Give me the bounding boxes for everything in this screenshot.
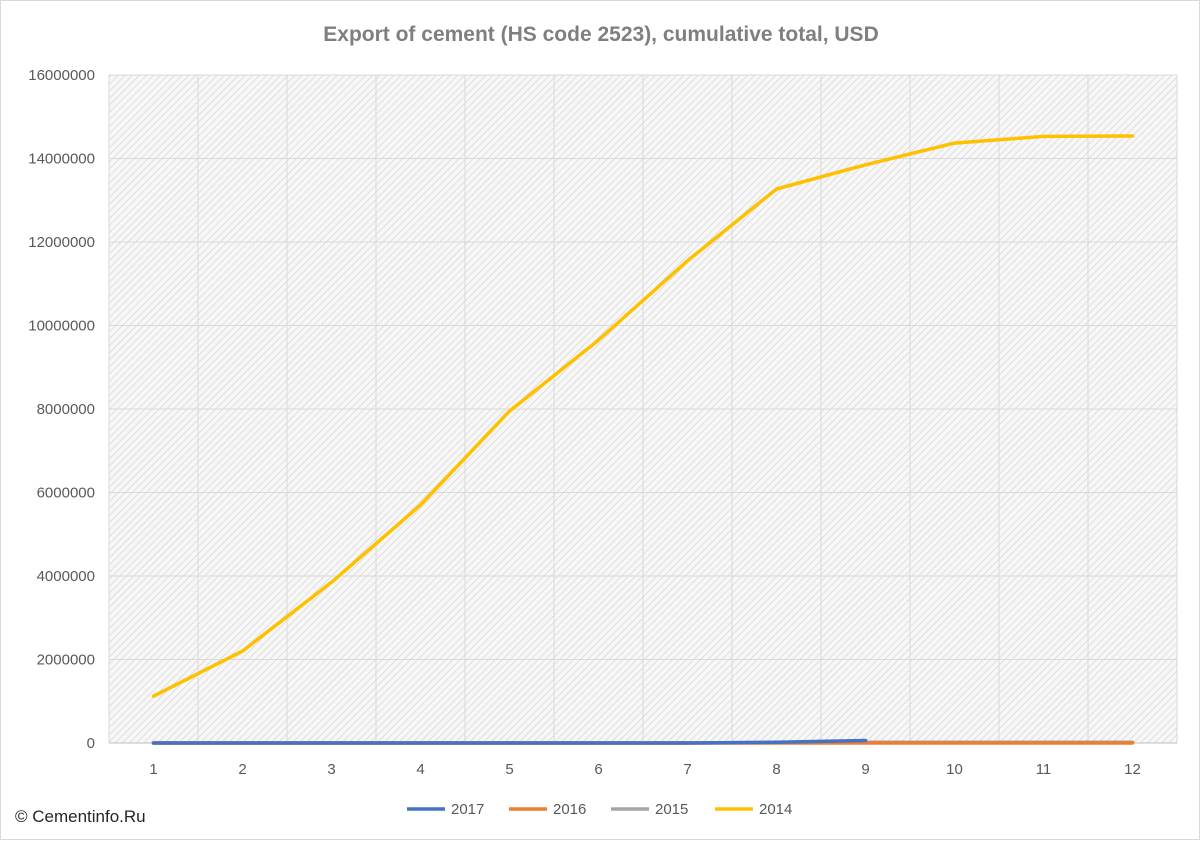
copyright-notice: © Cementinfo.Ru bbox=[15, 807, 146, 826]
legend-item-2017: 2017 bbox=[407, 801, 484, 818]
y-tick-label: 0 bbox=[87, 735, 95, 752]
series-lines bbox=[151, 134, 1135, 745]
legend-item-2015: 2015 bbox=[611, 801, 688, 818]
x-tick-label: 1 bbox=[149, 761, 157, 778]
x-tick-label: 8 bbox=[772, 761, 780, 778]
y-tick-label: 14000000 bbox=[28, 151, 95, 168]
legend-label: 2016 bbox=[553, 801, 586, 818]
x-tick-label: 4 bbox=[416, 761, 424, 778]
x-tick-label: 10 bbox=[946, 761, 963, 778]
gridlines bbox=[108, 74, 1178, 743]
x-tick-label: 6 bbox=[594, 761, 602, 778]
y-tick-label: 4000000 bbox=[37, 568, 95, 585]
legend-item-2016: 2016 bbox=[509, 801, 586, 818]
x-tick-label: 11 bbox=[1036, 761, 1052, 778]
y-tick-label: 2000000 bbox=[37, 652, 95, 669]
legend-label: 2015 bbox=[655, 801, 688, 818]
legend-label: 2014 bbox=[759, 801, 792, 818]
x-tick-label: 12 bbox=[1124, 761, 1141, 778]
legend: 2017 2016 2015 2014 bbox=[407, 801, 792, 818]
x-tick-label: 5 bbox=[505, 761, 513, 778]
y-tick-label: 8000000 bbox=[37, 401, 95, 418]
y-tick-label: 6000000 bbox=[37, 485, 95, 502]
x-tick-label: 3 bbox=[327, 761, 335, 778]
series-line-2014 bbox=[151, 134, 1135, 698]
legend-item-2014: 2014 bbox=[715, 801, 792, 818]
x-tick-label: 9 bbox=[861, 761, 869, 778]
x-tick-label: 7 bbox=[683, 761, 691, 778]
series-line-2017 bbox=[151, 738, 868, 745]
y-tick-label: 16000000 bbox=[28, 67, 95, 84]
y-tick-label: 12000000 bbox=[28, 234, 95, 251]
legend-label: 2017 bbox=[451, 801, 484, 818]
x-tick-label: 2 bbox=[238, 761, 246, 778]
chart-title: Export of cement (HS code 2523), cumulat… bbox=[323, 23, 878, 46]
y-tick-label: 10000000 bbox=[28, 318, 95, 335]
